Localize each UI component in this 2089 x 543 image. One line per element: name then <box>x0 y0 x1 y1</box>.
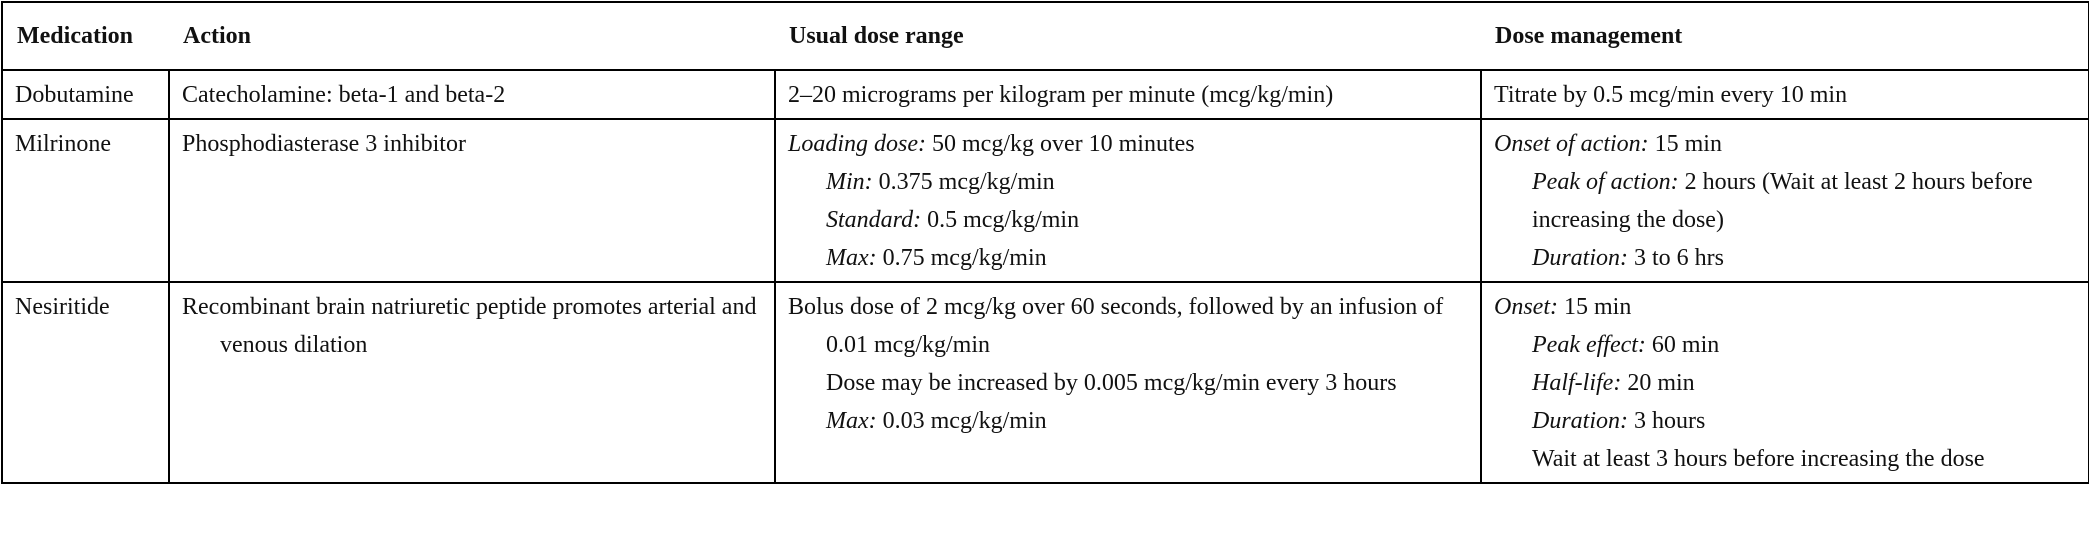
header-cell: Medication <box>2 2 169 71</box>
cell-line: Standard: 0.5 mcg/kg/min <box>788 201 1468 239</box>
italic-label: Half-life: <box>1532 370 1622 396</box>
italic-label: Onset of action: <box>1494 131 1649 157</box>
header-cell: Usual dose range <box>775 2 1481 71</box>
cell-line: Peak effect: 60 min <box>1494 326 2076 364</box>
italic-label: Loading dose: <box>788 131 926 157</box>
cell-line: Bolus dose of 2 mcg/kg over 60 seconds, … <box>788 288 1468 364</box>
cell-line: Duration: 3 hours <box>1494 402 2076 440</box>
cell-text: Bolus dose of 2 mcg/kg over 60 seconds, … <box>788 294 1444 358</box>
cell-text: 0.375 mcg/kg/min <box>878 169 1055 195</box>
italic-label: Min: <box>826 169 873 195</box>
cell-text: Phosphodiasterase 3 inhibitor <box>182 131 466 157</box>
cell-text: Nesiritide <box>15 294 110 320</box>
header-cell: Dose management <box>1481 2 2089 71</box>
table-cell: 2–20 micrograms per kilogram per minute … <box>774 69 1482 120</box>
italic-label: Peak effect: <box>1532 332 1646 358</box>
cell-text: 15 min <box>1563 294 1632 320</box>
cell-line: Wait at least 3 hours before increasing … <box>1494 440 2076 478</box>
table-row: Milrinone Phosphodiasterase 3 inhibitor Lo… <box>1 118 2089 283</box>
table-row: Nesiritide Recombinant brain natriuretic … <box>1 281 2089 484</box>
cell-text: 0.03 mcg/kg/min <box>882 408 1047 434</box>
cell-line: Onset of action: 15 min <box>1494 125 2076 163</box>
cell-text: 20 min <box>1627 370 1695 396</box>
cell-line: Milrinone <box>15 125 156 163</box>
cell-line: Loading dose: 50 mcg/kg over 10 minutes <box>788 125 1468 163</box>
table-cell: Recombinant brain natriuretic peptide pr… <box>168 281 776 484</box>
italic-label: Duration: <box>1532 245 1628 271</box>
table-body: Dobutamine Catecholamine: beta-1 and beta… <box>1 69 2089 484</box>
cell-text: 15 min <box>1654 131 1722 157</box>
cell-text: Dose may be increased by 0.005 mcg/kg/mi… <box>826 370 1397 396</box>
cell-text: Dobutamine <box>15 82 134 108</box>
italic-label: Duration: <box>1532 408 1628 434</box>
italic-label: Max: <box>826 408 877 434</box>
cell-text: 0.5 mcg/kg/min <box>927 207 1080 233</box>
cell-text: 50 mcg/kg over 10 minutes <box>932 131 1195 157</box>
table-cell: Catecholamine: beta-1 and beta-2 <box>168 69 776 120</box>
cell-text: 60 min <box>1651 332 1720 358</box>
cell-text: Milrinone <box>15 131 111 157</box>
cell-text: Recombinant brain natriuretic peptide pr… <box>182 294 757 358</box>
cell-line: Onset: 15 min <box>1494 288 2076 326</box>
cell-line: 2–20 micrograms per kilogram per minute … <box>788 76 1468 114</box>
table-cell: Dobutamine <box>1 69 170 120</box>
medication-table: Medication Action Usual dose range Dose man… <box>1 1 2089 484</box>
cell-line: Max: 0.75 mcg/kg/min <box>788 239 1468 277</box>
header-row: Medication Action Usual dose range Dose man… <box>2 2 2089 71</box>
table-cell: Phosphodiasterase 3 inhibitor <box>168 118 776 283</box>
table-cell: Titrate by 0.5 mcg/min every 10 min <box>1480 69 2089 120</box>
cell-text: Titrate by 0.5 mcg/min every 10 min <box>1494 82 1848 108</box>
table-cell: Milrinone <box>1 118 170 283</box>
cell-line: Dose may be increased by 0.005 mcg/kg/mi… <box>788 364 1468 402</box>
cell-text: 2–20 micrograms per kilogram per minute … <box>788 82 1334 108</box>
cell-line: Nesiritide <box>15 288 156 326</box>
table-cell: Onset: 15 min Peak effect: 60 min Half-life:… <box>1480 281 2089 484</box>
table-cell: Loading dose: 50 mcg/kg over 10 minutes Mi… <box>774 118 1482 283</box>
cell-line: Min: 0.375 mcg/kg/min <box>788 163 1468 201</box>
italic-label: Onset: <box>1494 294 1558 320</box>
cell-line: Peak of action: 2 hours (Wait at least 2 … <box>1494 163 2076 239</box>
cell-text: 3 to 6 hrs <box>1634 245 1724 271</box>
header-cell: Action <box>169 2 775 71</box>
table-cell: Nesiritide <box>1 281 170 484</box>
cell-line: Catecholamine: beta-1 and beta-2 <box>182 76 762 114</box>
italic-label: Peak of action: <box>1532 169 1679 195</box>
cell-text: 2 hours (Wait at least 2 hours before in… <box>1532 169 2033 233</box>
cell-line: Half-life: 20 min <box>1494 364 2076 402</box>
italic-label: Max: <box>826 245 877 271</box>
cell-line: Titrate by 0.5 mcg/min every 10 min <box>1494 76 2076 114</box>
cell-line: Duration: 3 to 6 hrs <box>1494 239 2076 277</box>
cell-text: 0.75 mcg/kg/min <box>882 245 1047 271</box>
table-cell: Bolus dose of 2 mcg/kg over 60 seconds, … <box>774 281 1482 484</box>
cell-line: Max: 0.03 mcg/kg/min <box>788 402 1468 440</box>
italic-label: Standard: <box>826 207 922 233</box>
cell-text: Catecholamine: beta-1 and beta-2 <box>182 82 506 108</box>
cell-line: Recombinant brain natriuretic peptide pr… <box>182 288 762 364</box>
cell-text: 3 hours <box>1634 408 1706 434</box>
cell-line: Dobutamine <box>15 76 156 114</box>
table-cell: Onset of action: 15 min Peak of action: 2 h… <box>1480 118 2089 283</box>
table-row: Dobutamine Catecholamine: beta-1 and beta… <box>1 69 2089 120</box>
cell-line: Phosphodiasterase 3 inhibitor <box>182 125 762 163</box>
cell-text: Wait at least 3 hours before increasing … <box>1532 446 1985 472</box>
